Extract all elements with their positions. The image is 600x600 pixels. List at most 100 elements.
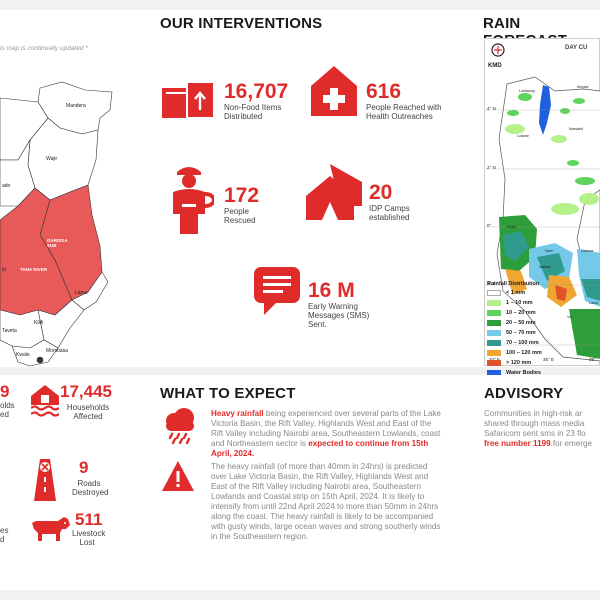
advisory-hotline: free number 1199 [484, 439, 551, 448]
stat-nfi-label: Non-Food Items Distributed [224, 103, 282, 121]
county-map [0, 81, 113, 367]
map-note: is map is continually updated * [0, 45, 88, 52]
legend-label: 10 – 20 mm [506, 310, 536, 316]
kmd-text: KMD [488, 63, 502, 69]
town-lokitaung: Lokitaung [519, 89, 535, 93]
stat-sms-label: Early Warning Messages (SMS) Sent. [308, 302, 370, 329]
rainfall-legend: Rainfall Distribution < 1 mm 1 – 10 mm 10 … [487, 281, 549, 378]
kmd-logo: KMD [488, 42, 508, 69]
stat-partial-value: 9 [0, 382, 10, 401]
advisory-text: Communities in high-risk ar shared throu… [484, 409, 600, 449]
legend-swatch [487, 320, 501, 326]
lon-label-36e: 36° E [543, 357, 555, 362]
stat-idp-label: IDP Camps established [369, 204, 410, 222]
town-lamu: Lamu [589, 301, 598, 305]
expect-paragraph-2: The heavy rainfall (of more than 40mm in… [211, 462, 441, 541]
warning-icon [162, 461, 194, 491]
lon-label-38e: 38° [589, 357, 596, 362]
legend-swatch [487, 330, 501, 336]
town-moyale: Moyale [577, 85, 589, 89]
advisory-title: ADVISORY [484, 385, 564, 402]
advisory-line-4-tail: for emerge [550, 439, 592, 448]
expect-p1-body: being experienced over several parts of … [211, 409, 441, 448]
legend-label: 70 – 100 mm [506, 340, 539, 346]
legend-swatch [487, 300, 501, 306]
lon-label-34e: 34° E [489, 357, 500, 362]
legend-label: 100 – 120 mm [506, 350, 542, 356]
town-garissa: Garissa [581, 249, 594, 253]
map-label-kilifi: Kilifi [34, 320, 44, 326]
stat-health-value: 616 [366, 80, 402, 103]
legend-swatch [487, 360, 501, 366]
legend-item: Water Bodies [487, 368, 549, 378]
road-closed-icon [34, 459, 56, 501]
county-map-panel: is map is continually updated * Mandera … [0, 10, 148, 367]
stat-rescued-label: People Rescued [224, 207, 256, 225]
legend-swatch [487, 350, 501, 356]
legend-swatch [487, 310, 501, 316]
rescuer-icon [173, 167, 214, 234]
advisory-line-3: Safaricom sent sms in 23 flo [484, 429, 586, 438]
town-marsabit: Marsabit [569, 127, 583, 131]
stat-livestock-label: Livestock Lost [72, 529, 106, 547]
flooded-house-icon [31, 385, 59, 417]
lat-label-4n: 4° N [487, 106, 496, 111]
what-to-expect-title: WHAT TO EXPECT [160, 385, 296, 402]
impact-panel: 9 olds ed 17,445 Households Affected 9 R… [0, 375, 148, 590]
lat-label-2n: 2° N [487, 165, 496, 170]
legend-label: < 1 mm [506, 290, 526, 296]
expect-p1-lead: Heavy rainfall [211, 409, 264, 418]
legend-swatch [487, 290, 501, 296]
town-kitale: Kitale [507, 225, 516, 229]
legend-label: Water Bodies [506, 370, 541, 376]
health-house-icon [311, 66, 357, 116]
map-label-tana-river: TANA RIVER [20, 267, 47, 272]
map-label-kwale: Kwale [16, 352, 30, 358]
sms-icon [254, 267, 300, 315]
stat-nfi-value: 16,707 [224, 80, 289, 103]
forecast-map [485, 76, 600, 362]
stat-sms-value: 16 M [308, 279, 355, 302]
left-fragment-d: d [0, 535, 5, 544]
legend-item: 10 – 20 mm [487, 308, 549, 318]
left-fragment-es: es [0, 526, 9, 535]
stat-households-label: Households Affected [66, 403, 110, 421]
legend-item: < 1 mm [487, 288, 549, 298]
expect-paragraph-1: Heavy rainfall being experienced over se… [211, 409, 443, 459]
map-label-wajir: Wajir [46, 156, 58, 162]
lat-label-0: 0° [487, 223, 492, 228]
stat-livestock-value: 511 [75, 510, 103, 529]
stat-households-value: 17,445 [60, 382, 112, 401]
interventions-title: OUR INTERVENTIONS [160, 15, 323, 32]
town-nyeri: Nyeri [545, 249, 554, 253]
legend-item: 100 – 120 mm [487, 348, 549, 358]
legend-label: > 120 mm [506, 360, 532, 366]
lat-label-2s: 2° S [487, 281, 496, 286]
expect-p1-tail: expected to continue from 15th April, 20… [211, 439, 429, 458]
legend-item: 20 – 50 mm [487, 318, 549, 328]
rain-forecast-panel: RAIN FORECAST KMD DAY CU [468, 10, 600, 376]
map-label-mombasa: Mombasa [46, 348, 68, 354]
legend-label: 20 – 50 mm [506, 320, 536, 326]
legend-item: > 120 mm [487, 358, 549, 368]
stat-roads-label: Roads Destroyed [72, 479, 109, 497]
legend-item: 70 – 100 mm [487, 338, 549, 348]
cow-icon [32, 517, 70, 541]
rain-cloud-icon [166, 408, 194, 444]
legend-label: 50 – 70 mm [506, 330, 536, 336]
tent-icon [306, 164, 362, 220]
forecast-map-title: DAY CU [565, 45, 588, 51]
advisory-line-1: Communities in high-risk ar [484, 409, 583, 418]
legend-item: 50 – 70 mm [487, 328, 549, 338]
advisory-panel: ADVISORY Communities in high-risk ar sha… [468, 375, 600, 590]
legend-item: 1 – 10 mm [487, 298, 549, 308]
stat-idp-value: 20 [369, 181, 393, 204]
county-kwale [11, 339, 59, 367]
stat-health-label: People Reached with Health Outreaches [366, 103, 442, 121]
map-label-lamu: Lamu [75, 290, 88, 296]
advisory-line-2: shared through mass media [484, 419, 585, 428]
legend-swatch [487, 340, 501, 346]
stat-roads-value: 9 [79, 458, 89, 477]
legend-title: Rainfall Distribution [487, 281, 540, 287]
stat-partial-label: olds [0, 401, 15, 410]
